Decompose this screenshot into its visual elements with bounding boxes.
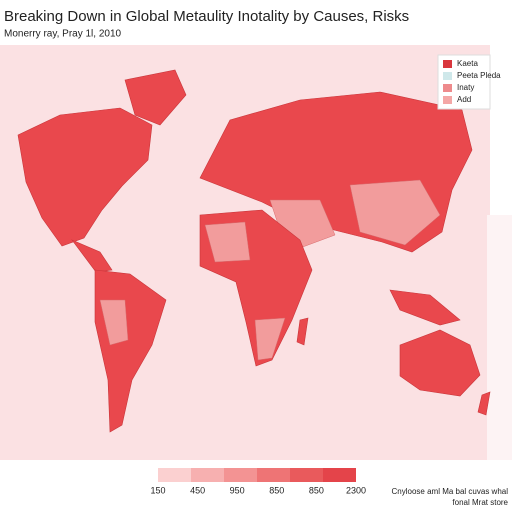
new-zealand [477,391,491,416]
map-title: Breaking Down in Global Metaulity Inotal… [4,8,409,25]
legend-label: Inaty [457,83,474,92]
africa-region [204,221,251,263]
madagascar [296,317,309,346]
scale-label: 450 [190,485,205,495]
legend-swatch [443,72,452,80]
legend-label: Peeta Pleda [457,71,501,80]
side-panel [487,215,512,460]
legend-label: Kaeta [457,59,478,68]
color-scale [158,468,356,482]
scale-swatch [224,468,257,482]
legend-swatch [443,84,452,92]
scale-swatch [290,468,323,482]
southeast-asia [389,289,461,326]
scale-label: 950 [230,485,245,495]
map-subtitle: Monerry ray, Pray 1l, 2010 [4,29,122,40]
africa-south [254,317,286,361]
legend-swatch [443,96,452,104]
greenland [124,69,187,126]
scale-label: 150 [150,485,165,495]
scale-label: 850 [269,485,284,495]
footer-note: Cnyloose aml Ma bal cuvas whal [392,487,509,496]
scale-swatch [257,468,290,482]
central-america [71,239,113,273]
footer-note: fonal Mrat store [452,498,508,507]
asia-region [349,179,441,246]
scale-swatch [158,468,191,482]
continents [17,69,491,433]
scale-swatch [323,468,356,482]
legend-label: Add [457,95,471,104]
north-america [17,107,153,247]
scale-swatch [191,468,224,482]
scale-label: 2300 [346,485,366,495]
south-america-region [99,299,129,346]
scale-label: 850 [309,485,324,495]
australia [399,329,481,397]
legend-swatch [443,60,452,68]
